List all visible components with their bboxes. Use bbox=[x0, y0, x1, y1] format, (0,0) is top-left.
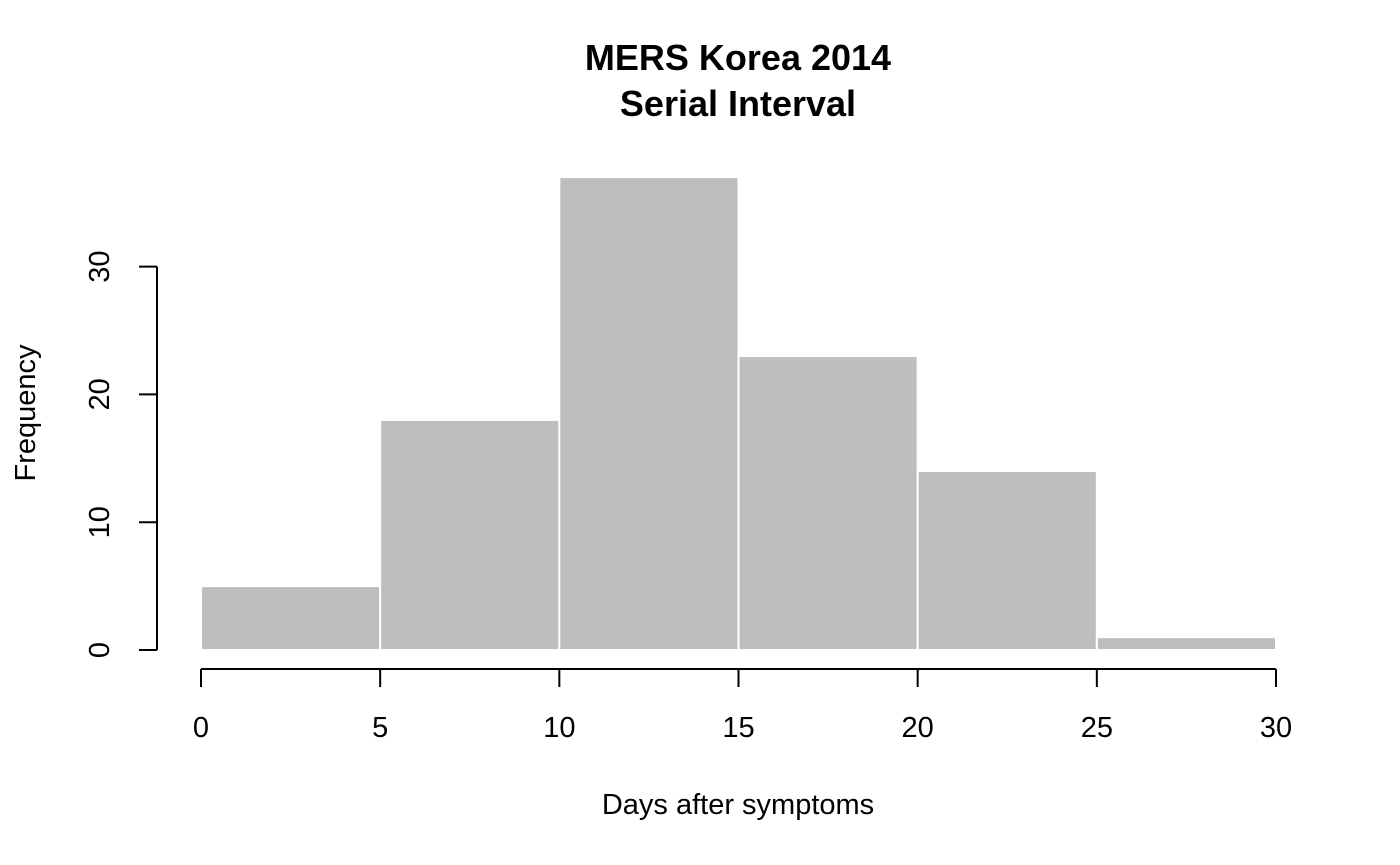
y-tick-label: 20 bbox=[84, 378, 116, 410]
histogram-bar bbox=[1095, 636, 1278, 651]
histogram-bar bbox=[200, 585, 382, 651]
y-tick-label: 10 bbox=[84, 506, 116, 538]
x-tick-label: 15 bbox=[722, 712, 754, 744]
bars-group bbox=[200, 176, 1278, 651]
x-tick-label: 10 bbox=[543, 712, 575, 744]
x-tick-label: 20 bbox=[902, 712, 934, 744]
y-axis: 0 10 20 30 bbox=[84, 250, 158, 658]
x-axis-label: Days after symptoms bbox=[602, 789, 874, 821]
x-tick-label: 25 bbox=[1081, 712, 1113, 744]
y-axis-label: Frequency bbox=[10, 344, 42, 482]
chart-subtitle: Serial Interval bbox=[620, 83, 856, 124]
x-tick-label: 30 bbox=[1260, 712, 1292, 744]
histogram-bar bbox=[916, 470, 1098, 651]
x-tick-label: 5 bbox=[372, 712, 388, 744]
x-axis: 0 5 10 15 20 25 30 bbox=[193, 668, 1292, 744]
x-tick-label: 0 bbox=[193, 712, 209, 744]
y-tick-label: 30 bbox=[84, 250, 116, 282]
histogram-bar bbox=[737, 355, 919, 651]
chart-title: MERS Korea 2014 bbox=[585, 37, 891, 78]
histogram-bar bbox=[379, 418, 561, 651]
histogram-bar bbox=[558, 176, 740, 651]
y-tick-label: 0 bbox=[84, 642, 116, 658]
